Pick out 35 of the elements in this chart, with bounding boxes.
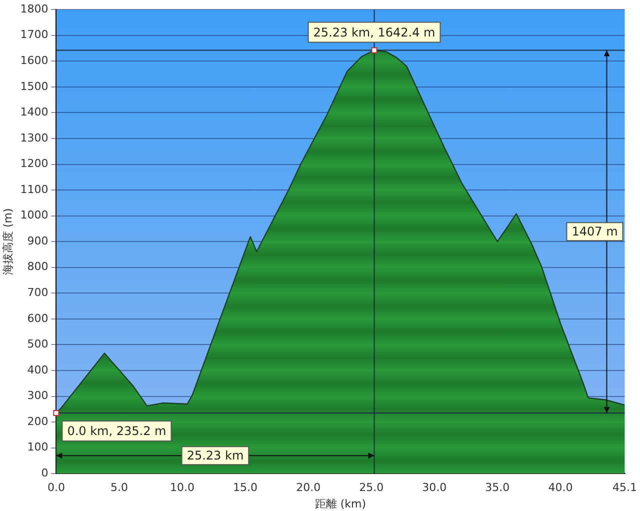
x-tick-label: 20.0 — [296, 481, 321, 494]
x-tick-label: 15.0 — [233, 481, 258, 494]
x-tick-label: 45.1 — [612, 481, 638, 494]
y-tick-label: 1600 — [20, 54, 48, 68]
y-tick-label: 500 — [27, 338, 48, 351]
y-tick-label: 1100 — [20, 182, 48, 196]
y-tick-label: 700 — [27, 286, 48, 300]
y-tick-label: 1300 — [20, 131, 48, 144]
y-tick-label: 200 — [27, 414, 48, 428]
y-tick-label: 100 — [27, 440, 48, 454]
y-tick-label: 0 — [41, 466, 48, 480]
y-tick-label: 1800 — [20, 2, 48, 16]
x-tick-label: 0.0 — [47, 481, 65, 494]
x-axis-title: 距離 (km) — [314, 497, 366, 510]
x-tick-label: 10.0 — [170, 481, 195, 494]
annotation: 0.0 km, 235.2 m — [67, 424, 166, 438]
y-tick-label: 1200 — [20, 157, 48, 170]
y-tick-label: 1000 — [20, 208, 48, 222]
y-axis-title: 海拔高度 (m) — [1, 208, 14, 275]
y-tick-label: 1500 — [20, 80, 48, 93]
y-tick-label: 800 — [27, 260, 48, 274]
annotation: 25.23 km, 1642.4 m — [313, 25, 436, 40]
annotation: 1407 m — [572, 224, 618, 239]
y-tick-label: 300 — [27, 389, 48, 402]
x-tick-label: 5.0 — [110, 481, 128, 494]
x-tick-label: 25.0 — [359, 481, 384, 494]
x-tick-label: 30.0 — [422, 481, 447, 494]
x-tick-label: 40.0 — [548, 481, 573, 494]
x-tick-label: 35.0 — [485, 481, 510, 494]
y-tick-label: 1400 — [20, 106, 48, 119]
y-tick-label: 600 — [27, 312, 48, 325]
annotation: 25.23 km — [186, 448, 244, 463]
y-tick-label: 900 — [27, 234, 48, 248]
y-tick-label: 400 — [27, 363, 48, 376]
y-tick-label: 1700 — [20, 28, 48, 42]
